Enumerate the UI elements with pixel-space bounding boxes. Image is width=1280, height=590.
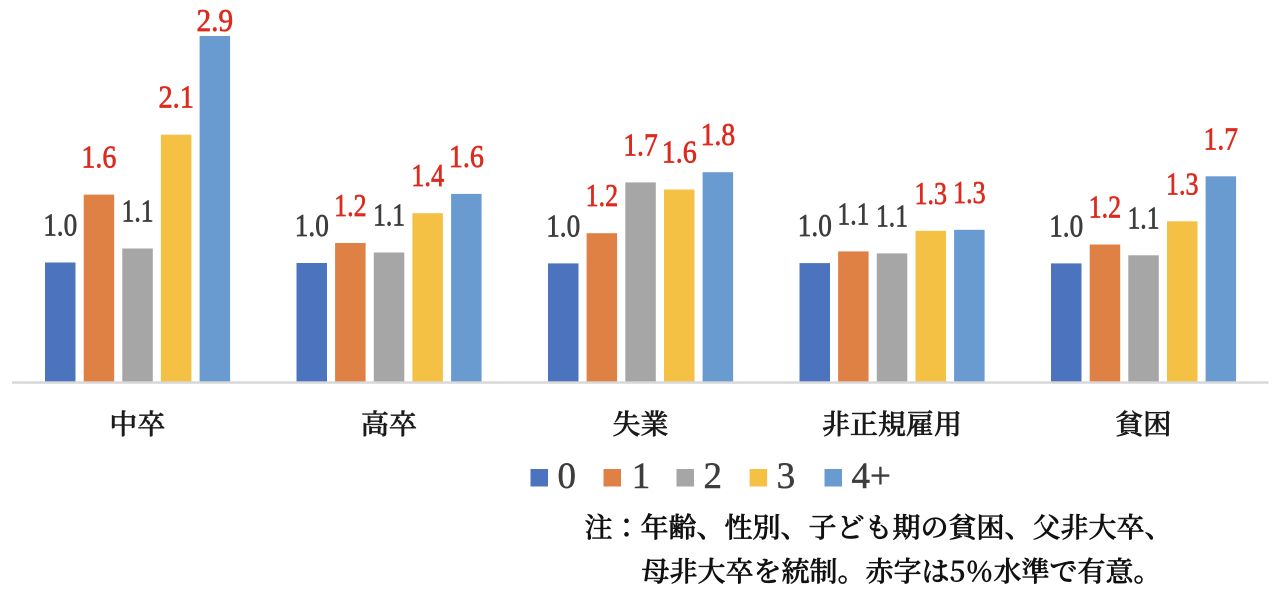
svg-text:1.8: 1.8: [701, 116, 736, 152]
svg-text:2: 2: [704, 456, 723, 497]
svg-text:1.1: 1.1: [122, 193, 154, 229]
svg-text:1.3: 1.3: [1166, 165, 1199, 201]
svg-text:1.0: 1.0: [43, 207, 77, 243]
svg-text:1.2: 1.2: [586, 177, 619, 213]
svg-text:0: 0: [558, 456, 577, 497]
svg-text:1.1: 1.1: [837, 195, 869, 231]
svg-text:1.1: 1.1: [1128, 199, 1160, 235]
svg-text:1.0: 1.0: [546, 207, 580, 243]
svg-text:1.6: 1.6: [81, 139, 116, 175]
svg-text:1.1: 1.1: [373, 197, 405, 233]
svg-text:4+: 4+: [852, 456, 891, 497]
svg-text:1.7: 1.7: [1204, 120, 1239, 156]
svg-text:1.0: 1.0: [1049, 207, 1083, 243]
svg-text:2.1: 2.1: [158, 79, 194, 115]
svg-text:1: 1: [632, 456, 651, 497]
svg-text:1.6: 1.6: [662, 134, 697, 170]
svg-text:1.0: 1.0: [798, 207, 832, 243]
svg-text:1.3: 1.3: [953, 174, 986, 210]
svg-text:1.4: 1.4: [411, 157, 444, 193]
svg-text:2.9: 2.9: [197, 2, 234, 38]
svg-text:1.3: 1.3: [914, 175, 947, 211]
svg-text:1.0: 1.0: [295, 207, 329, 243]
svg-text:1.7: 1.7: [623, 126, 658, 162]
svg-text:1.6: 1.6: [449, 138, 484, 174]
svg-text:3: 3: [777, 456, 796, 497]
svg-text:1.1: 1.1: [876, 197, 908, 233]
svg-text:1.2: 1.2: [334, 187, 367, 223]
svg-text:1.2: 1.2: [1089, 189, 1122, 225]
